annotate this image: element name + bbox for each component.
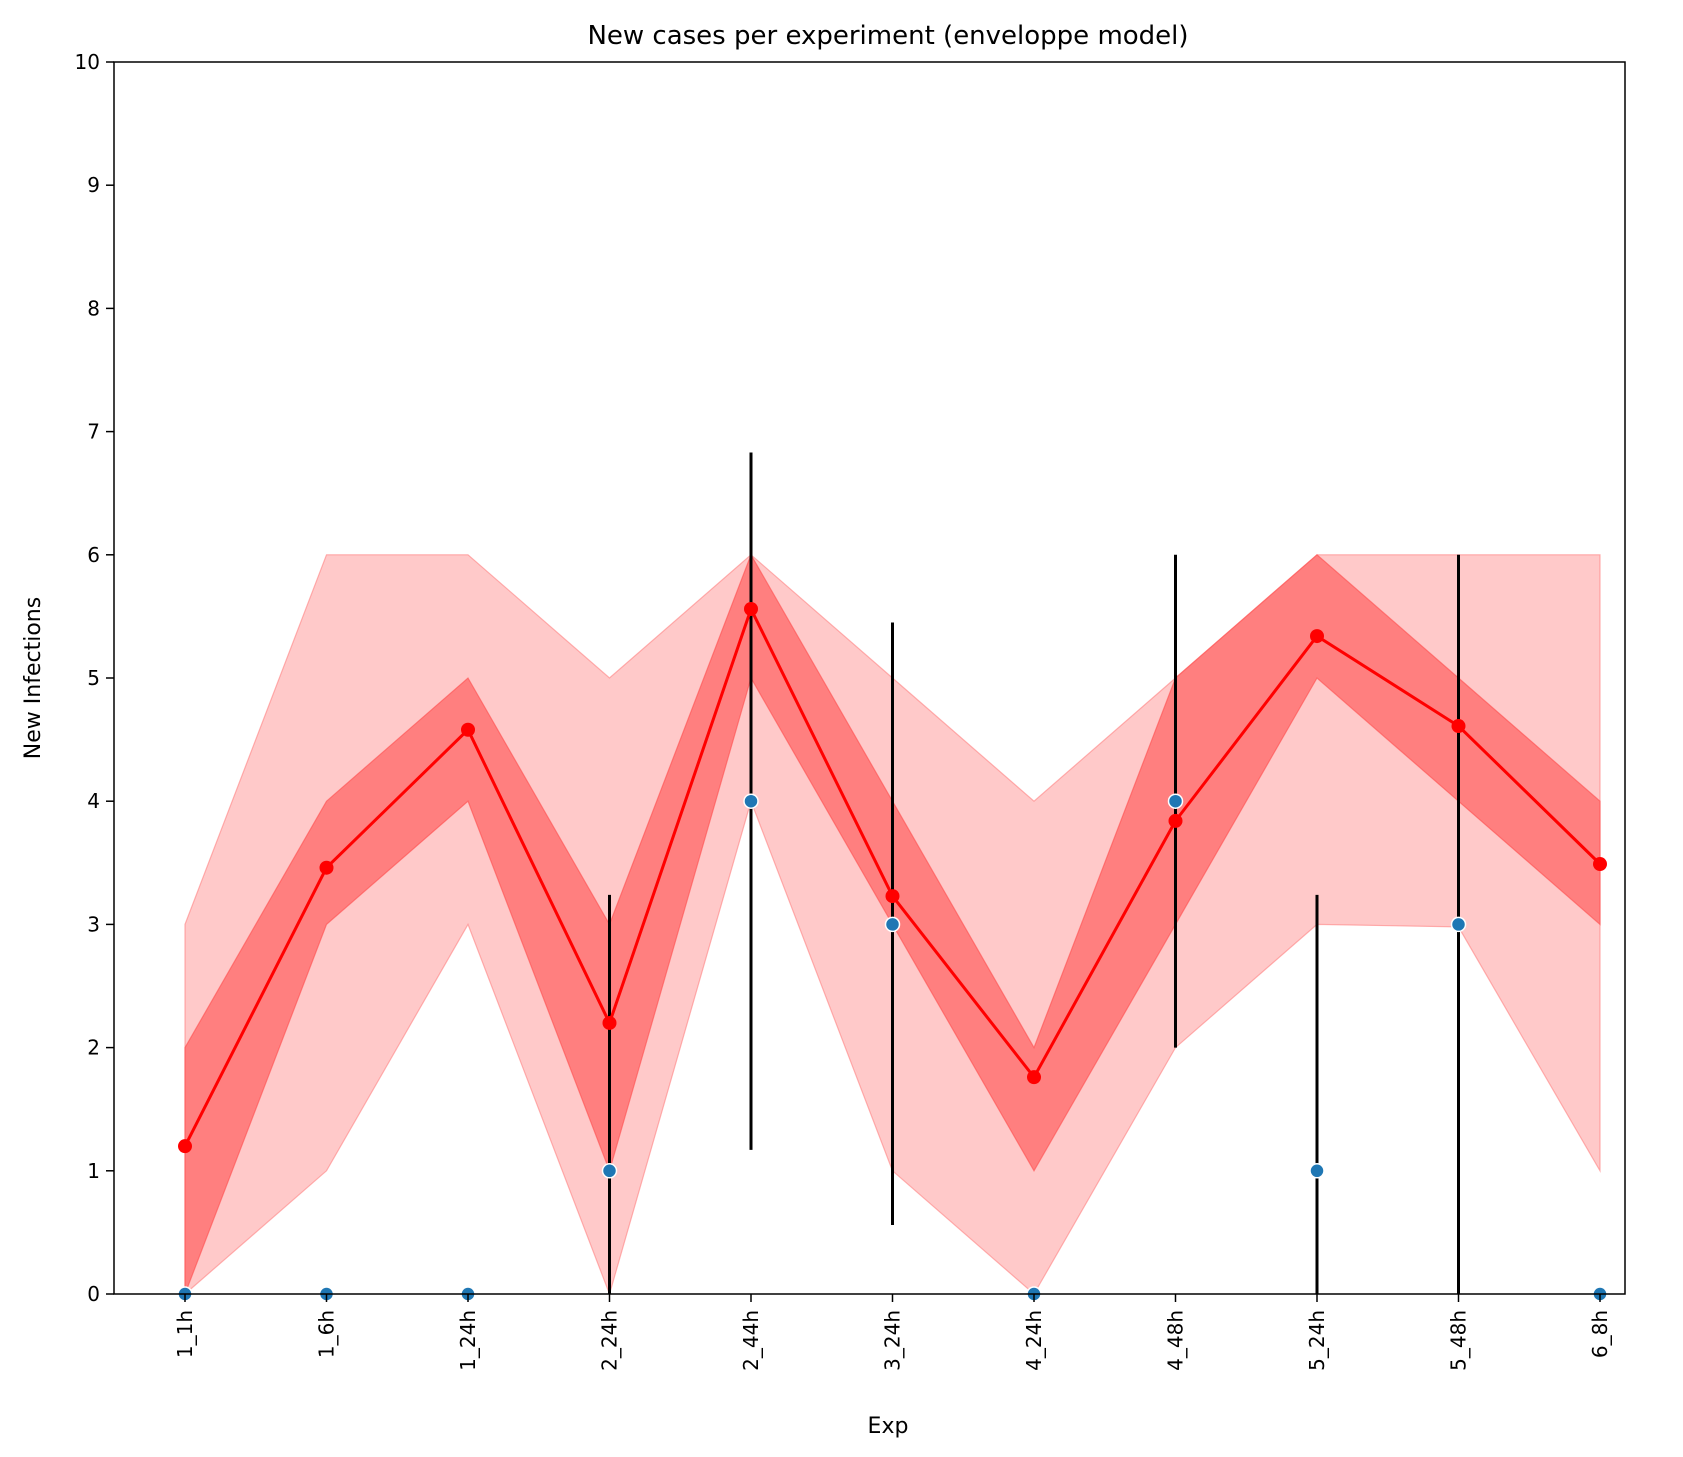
observed-point-3_24h [884,916,901,933]
mean-point-3_24h [885,889,900,904]
x-axis-label: Exp [868,1414,909,1439]
y-axis-label: New Infections [21,597,46,759]
mean-point-1_1h [178,1139,192,1154]
y-axis: 0 1 2 3 4 5 6 7 8 9 10 [75,50,114,1306]
y-tick-label: 0 [87,1282,100,1306]
mean-point-1_24h [461,722,475,737]
x-axis: 1_1h 1_6h 1_24h 2_24h 2_44h 3_24h 4_24h 4_48h 5_… [173,1294,1612,1371]
y-tick-label: 10 [75,50,100,74]
mean-point-2_24h [602,1015,617,1030]
mean-point-6_8h [1593,857,1607,872]
x-tick-label: 5_24h [1305,1310,1329,1371]
y-tick-label: 4 [87,789,100,813]
x-tick-label: 4_24h [1022,1310,1046,1371]
x-tick-label: 1_24h [456,1310,480,1371]
y-tick-label: 7 [87,420,100,444]
y-tick-label: 9 [87,173,100,197]
x-tick-label: 4_48h [1164,1310,1188,1371]
x-tick-label: 6_8h [1588,1310,1612,1358]
x-tick-label: 1_6h [315,1310,339,1358]
observed-point-4_48h [1167,793,1184,809]
mean-point-5_24h [1310,629,1324,644]
y-tick-label: 8 [87,296,100,320]
mean-point-5_48h [1451,719,1466,734]
chart-title: New cases per experiment (enveloppe mode… [587,21,1188,51]
x-tick-label: 2_24h [598,1310,622,1371]
y-tick-label: 1 [87,1159,100,1183]
mean-point-4_48h [1168,813,1183,828]
mean-point-4_24h [1027,1070,1041,1085]
x-tick-label: 1_1h [173,1310,197,1358]
observed-point-5_24h [1309,1163,1325,1179]
y-tick-label: 2 [87,1036,100,1060]
observed-point-2_24h [601,1163,618,1179]
observed-point-2_44h [743,793,759,809]
mean-point-2_44h [744,602,758,617]
y-tick-label: 6 [87,543,100,567]
x-tick-label: 3_24h [881,1310,905,1371]
model-mean-series [178,602,1607,1154]
y-tick-label: 3 [87,912,100,936]
mean-point-1_6h [319,860,334,875]
observed-series [177,793,1608,1302]
y-tick-label: 5 [87,666,100,690]
x-tick-label: 2_44h [739,1310,763,1371]
observed-point-5_48h [1450,916,1467,933]
x-tick-label: 5_48h [1447,1310,1471,1371]
